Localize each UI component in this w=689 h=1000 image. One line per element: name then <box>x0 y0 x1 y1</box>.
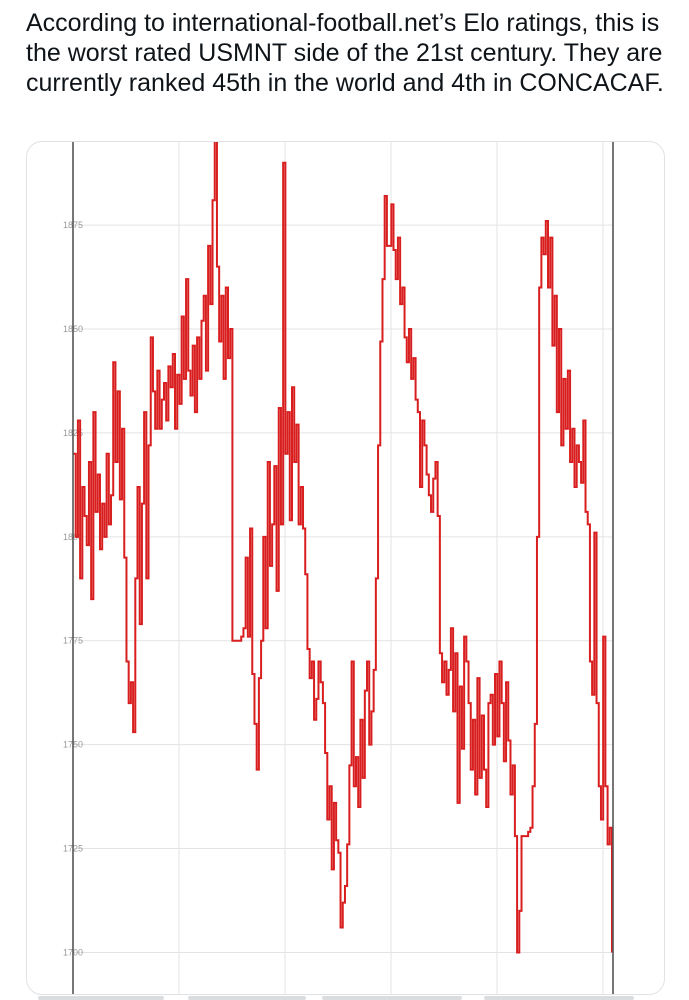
series-group <box>73 142 613 954</box>
post-text: According to international-football.net’… <box>26 9 664 97</box>
plot-frame <box>72 142 614 994</box>
series-line-elo <box>73 142 613 954</box>
elo-line-chart: 18751850182518001775175017251700 <box>63 142 614 994</box>
chart-image[interactable]: 18751850182518001775175017251700 <box>26 141 665 995</box>
grid-lines <box>73 142 613 994</box>
bottom-bar <box>26 996 663 1000</box>
